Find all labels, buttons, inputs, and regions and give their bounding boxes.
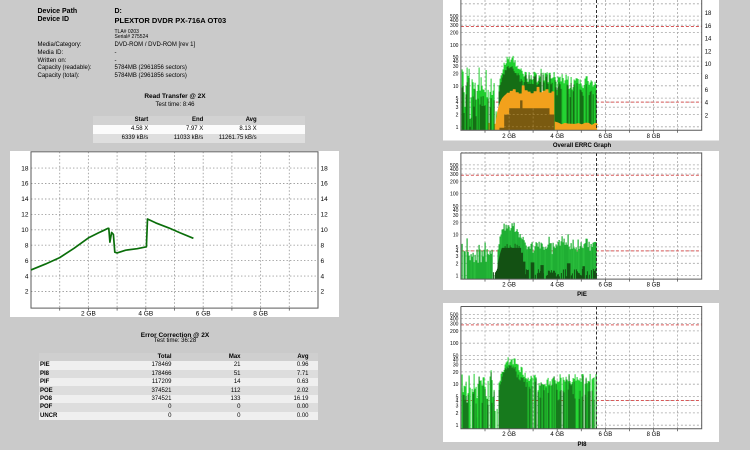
svg-text:500: 500 xyxy=(450,163,459,169)
svg-text:5: 5 xyxy=(456,395,459,401)
svg-text:40: 40 xyxy=(453,358,459,364)
svg-text:2: 2 xyxy=(456,411,459,417)
svg-text:10: 10 xyxy=(453,382,459,388)
svg-text:14: 14 xyxy=(321,196,329,203)
svg-text:6: 6 xyxy=(705,88,709,94)
svg-text:18: 18 xyxy=(21,165,29,172)
svg-text:4 GB: 4 GB xyxy=(138,310,153,317)
svg-text:2: 2 xyxy=(321,289,325,296)
svg-text:2: 2 xyxy=(25,289,29,296)
svg-text:200: 200 xyxy=(450,179,459,185)
svg-text:10: 10 xyxy=(705,62,712,68)
svg-text:8: 8 xyxy=(321,242,325,249)
svg-text:4: 4 xyxy=(456,399,459,405)
svg-text:4: 4 xyxy=(705,101,709,107)
svg-text:50: 50 xyxy=(453,204,459,210)
svg-text:18: 18 xyxy=(321,165,329,172)
svg-text:300: 300 xyxy=(450,322,459,328)
svg-text:200: 200 xyxy=(450,329,459,335)
svg-text:2 GB: 2 GB xyxy=(502,283,516,289)
svg-text:2: 2 xyxy=(705,113,709,119)
svg-text:300: 300 xyxy=(450,23,459,29)
svg-text:6 GB: 6 GB xyxy=(196,310,211,317)
svg-text:8: 8 xyxy=(25,242,29,249)
svg-text:6 GB: 6 GB xyxy=(599,134,613,140)
svg-text:6 GB: 6 GB xyxy=(599,283,613,289)
svg-text:4: 4 xyxy=(456,249,459,255)
svg-text:50: 50 xyxy=(453,354,459,360)
svg-text:5: 5 xyxy=(456,245,459,251)
svg-text:16: 16 xyxy=(21,181,29,188)
svg-text:4 GB: 4 GB xyxy=(550,134,564,140)
svg-text:50: 50 xyxy=(453,55,459,61)
svg-text:2: 2 xyxy=(456,113,459,119)
svg-text:6: 6 xyxy=(25,258,29,265)
svg-text:14: 14 xyxy=(705,37,712,43)
svg-text:40: 40 xyxy=(453,208,459,214)
svg-text:200: 200 xyxy=(450,31,459,37)
svg-text:6 GB: 6 GB xyxy=(599,432,613,438)
svg-text:300: 300 xyxy=(450,172,459,178)
svg-text:10: 10 xyxy=(321,227,329,234)
svg-text:500: 500 xyxy=(450,313,459,319)
svg-text:12: 12 xyxy=(705,49,712,55)
svg-text:1: 1 xyxy=(456,423,459,429)
svg-text:20: 20 xyxy=(453,220,459,226)
svg-text:8: 8 xyxy=(705,75,709,81)
svg-text:3: 3 xyxy=(456,105,459,111)
svg-text:5: 5 xyxy=(456,96,459,102)
svg-text:100: 100 xyxy=(450,341,459,347)
svg-text:10: 10 xyxy=(453,233,459,239)
svg-text:400: 400 xyxy=(450,317,459,323)
svg-text:500: 500 xyxy=(450,14,459,20)
svg-text:4 GB: 4 GB xyxy=(550,283,564,289)
svg-text:14: 14 xyxy=(21,196,29,203)
svg-text:4: 4 xyxy=(321,273,325,280)
svg-text:40: 40 xyxy=(453,59,459,65)
svg-text:8 GB: 8 GB xyxy=(647,134,661,140)
svg-text:30: 30 xyxy=(453,64,459,70)
svg-text:400: 400 xyxy=(450,167,459,173)
svg-text:8 GB: 8 GB xyxy=(647,432,661,438)
svg-text:1: 1 xyxy=(456,274,459,280)
svg-text:100: 100 xyxy=(450,43,459,49)
svg-text:2 GB: 2 GB xyxy=(81,310,96,317)
svg-text:12: 12 xyxy=(21,212,29,219)
svg-text:2 GB: 2 GB xyxy=(502,432,516,438)
svg-text:20: 20 xyxy=(453,72,459,78)
svg-text:18: 18 xyxy=(705,11,712,17)
svg-text:4: 4 xyxy=(456,100,459,106)
svg-text:6: 6 xyxy=(321,258,325,265)
svg-text:3: 3 xyxy=(456,404,459,410)
svg-text:16: 16 xyxy=(705,24,712,30)
svg-text:2 GB: 2 GB xyxy=(502,134,516,140)
svg-text:8 GB: 8 GB xyxy=(647,283,661,289)
svg-text:16: 16 xyxy=(321,181,329,188)
svg-text:8 GB: 8 GB xyxy=(253,310,268,317)
svg-text:12: 12 xyxy=(321,212,329,219)
svg-text:10: 10 xyxy=(21,227,29,234)
svg-text:4: 4 xyxy=(25,273,29,280)
svg-text:10: 10 xyxy=(453,84,459,90)
svg-text:3: 3 xyxy=(456,254,459,260)
svg-text:30: 30 xyxy=(453,363,459,369)
svg-text:20: 20 xyxy=(453,370,459,376)
svg-text:100: 100 xyxy=(450,192,459,198)
svg-text:4 GB: 4 GB xyxy=(550,432,564,438)
svg-text:400: 400 xyxy=(450,18,459,24)
svg-text:30: 30 xyxy=(453,213,459,219)
svg-text:2: 2 xyxy=(456,261,459,267)
svg-text:1: 1 xyxy=(456,125,459,131)
